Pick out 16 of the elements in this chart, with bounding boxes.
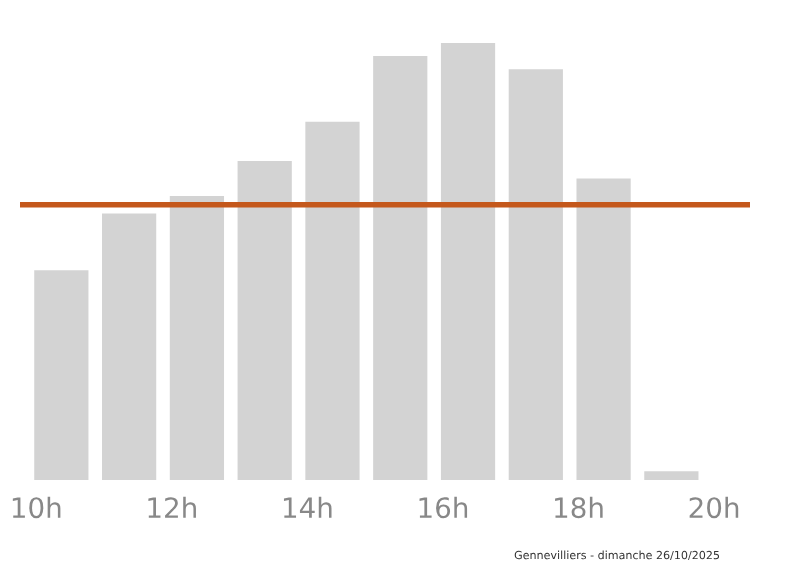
bar — [576, 178, 631, 480]
bar — [305, 121, 360, 480]
bar — [373, 56, 428, 480]
x-tick-label: 16h — [419, 496, 468, 519]
x-tick-label: 20h — [689, 496, 739, 519]
x-tick-label: 18h — [555, 496, 603, 519]
bar — [440, 42, 496, 480]
bar — [237, 160, 292, 480]
x-tick-label: 12h — [148, 496, 196, 518]
bar — [644, 471, 699, 480]
bar — [34, 270, 89, 480]
bar — [169, 195, 225, 480]
x-tick-label: 14h — [283, 496, 332, 518]
bar — [508, 69, 563, 480]
x-tick-label: 10h — [12, 496, 61, 519]
bar — [102, 213, 157, 480]
